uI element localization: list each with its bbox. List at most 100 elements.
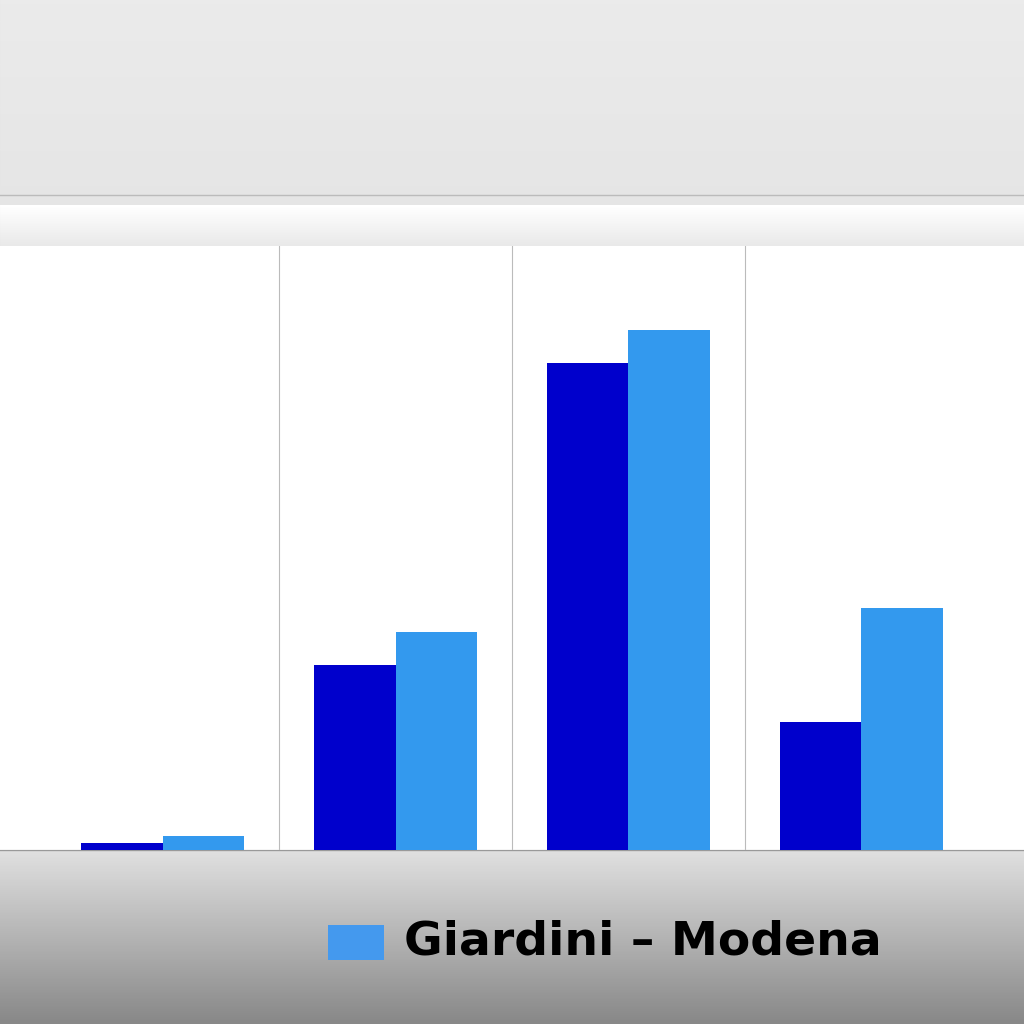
Bar [0, 196, 1024, 197]
Bar [0, 178, 1024, 179]
Bar [0, 183, 1024, 184]
Bar [0, 111, 1024, 112]
Bar [0, 163, 1024, 164]
Bar [328, 925, 384, 959]
Bar [0, 91, 1024, 92]
Bar [0, 188, 1024, 189]
Bar [0, 90, 1024, 91]
Bar [0, 46, 1024, 47]
Bar [0, 26, 1024, 27]
Bar [0, 118, 1024, 119]
Bar [0, 156, 1024, 157]
Bar [0, 135, 1024, 136]
Bar [547, 364, 629, 850]
Bar [0, 17, 1024, 18]
Bar [0, 59, 1024, 60]
Bar [0, 197, 1024, 198]
Bar [0, 95, 1024, 96]
Bar [0, 133, 1024, 134]
Bar [0, 132, 1024, 133]
Bar [0, 194, 1024, 195]
Bar [0, 186, 1024, 187]
Bar [0, 165, 1024, 166]
Bar [0, 60, 1024, 61]
Bar [0, 6, 1024, 7]
Bar [0, 174, 1024, 175]
Bar [0, 126, 1024, 127]
Bar [0, 139, 1024, 140]
Bar [0, 53, 1024, 54]
Bar [0, 52, 1024, 53]
Bar [0, 152, 1024, 153]
Bar [0, 146, 1024, 147]
Bar [0, 177, 1024, 178]
Bar [0, 81, 1024, 82]
Bar [0, 141, 1024, 142]
Bar [0, 18, 1024, 19]
Bar [0, 5, 1024, 6]
Bar [0, 23, 1024, 24]
Bar [0, 24, 1024, 25]
Bar [0, 13, 1024, 14]
Bar [0, 3, 1024, 4]
Bar [0, 201, 1024, 202]
Bar [0, 69, 1024, 70]
Bar [0, 150, 1024, 151]
Bar [0, 143, 1024, 144]
Bar [0, 87, 1024, 88]
Bar [0, 166, 1024, 167]
Bar [0, 121, 1024, 122]
Bar [0, 22, 1024, 23]
Bar [0, 33, 1024, 34]
Bar [0, 92, 1024, 93]
Bar [0, 79, 1024, 80]
Bar [0, 100, 1024, 101]
Bar [0, 14, 1024, 15]
Bar [0, 136, 1024, 137]
Bar [779, 722, 861, 850]
Bar [0, 55, 1024, 56]
Bar [0, 1, 1024, 2]
Bar [0, 32, 1024, 33]
Bar [0, 39, 1024, 40]
Bar [0, 112, 1024, 113]
Bar [0, 117, 1024, 118]
Bar [0, 189, 1024, 190]
Bar [0, 157, 1024, 158]
Bar [0, 75, 1024, 76]
Bar [0, 130, 1024, 131]
Bar [0, 58, 1024, 59]
Bar [0, 62, 1024, 63]
Bar [0, 204, 1024, 205]
Bar [0, 35, 1024, 36]
Bar [0, 25, 1024, 26]
Bar [0, 138, 1024, 139]
Bar [0, 4, 1024, 5]
Bar [0, 147, 1024, 148]
Bar [0, 103, 1024, 104]
Bar [163, 837, 245, 850]
Bar [314, 666, 395, 850]
Bar [0, 182, 1024, 183]
Bar [0, 80, 1024, 81]
Bar [0, 29, 1024, 30]
Bar [0, 125, 1024, 126]
Bar [0, 162, 1024, 163]
Bar [0, 98, 1024, 99]
Bar [0, 164, 1024, 165]
Bar [0, 85, 1024, 86]
Bar [0, 99, 1024, 100]
Bar [0, 129, 1024, 130]
Bar [0, 50, 1024, 51]
Bar [0, 27, 1024, 28]
Bar [0, 38, 1024, 39]
Bar [0, 180, 1024, 181]
Bar [0, 140, 1024, 141]
Bar [0, 175, 1024, 176]
Bar [82, 843, 163, 850]
Bar [0, 77, 1024, 78]
Bar [0, 97, 1024, 98]
Bar [0, 202, 1024, 203]
Bar [0, 57, 1024, 58]
Bar [0, 19, 1024, 20]
